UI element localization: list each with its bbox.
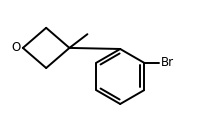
Text: O: O: [11, 41, 20, 54]
Text: Br: Br: [161, 56, 174, 69]
